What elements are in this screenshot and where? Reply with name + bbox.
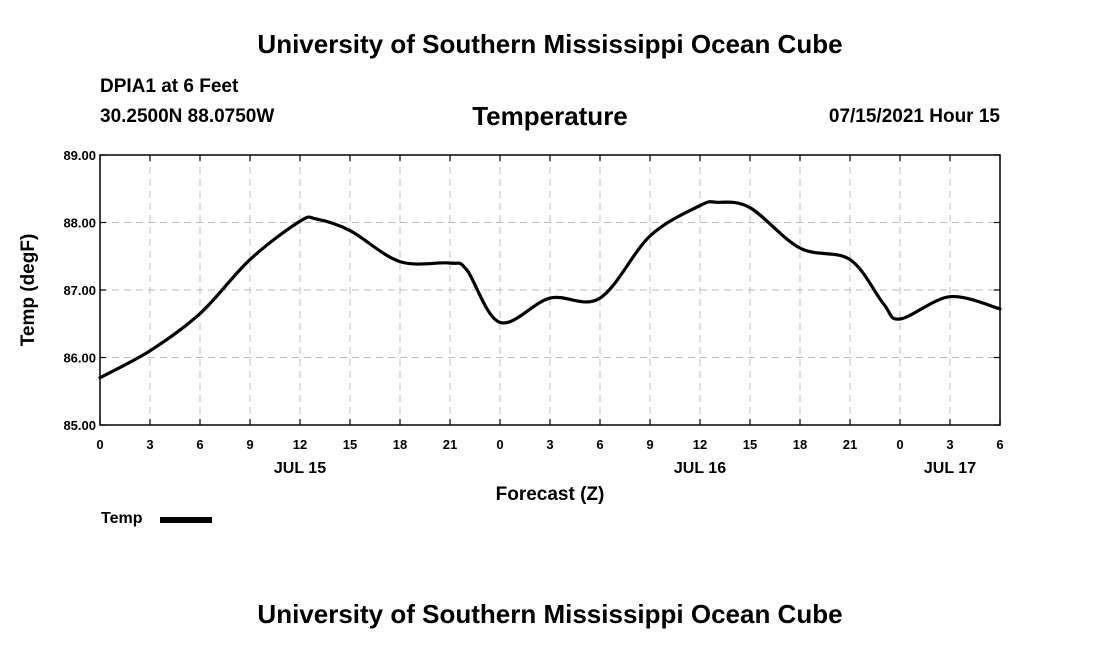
- x-tick-label: 6: [996, 437, 1003, 452]
- y-axis-title: Temp (degF): [18, 234, 39, 347]
- grid: [100, 155, 1000, 425]
- y-tick-label: 87.00: [63, 283, 96, 298]
- x-tick-label: 6: [196, 437, 203, 452]
- x-tick-label: 0: [896, 437, 903, 452]
- ticks: [99, 154, 1001, 426]
- x-tick-label: 0: [496, 437, 503, 452]
- series-line-temp: [98, 200, 1002, 380]
- datetime-label: 07/15/2021 Hour 15: [828, 106, 1000, 127]
- y-tick-label: 86.00: [63, 351, 96, 366]
- x-tick-label: 15: [343, 437, 357, 452]
- date-label: JUL 17: [924, 460, 976, 477]
- x-tick-label: 9: [246, 437, 253, 452]
- x-tick-label: 3: [946, 437, 953, 452]
- x-tick-label: 18: [393, 437, 407, 452]
- x-tick-label: 6: [596, 437, 603, 452]
- x-tick-label: 15: [743, 437, 757, 452]
- x-tick-label: 3: [146, 437, 153, 452]
- station-label: DPIA1 at 6 Feet: [100, 76, 239, 97]
- legend-swatch: [160, 517, 212, 523]
- x-tick-label: 9: [646, 437, 653, 452]
- coordinates-label: 30.2500N 88.0750W: [100, 106, 275, 127]
- date-label: JUL 15: [274, 460, 326, 477]
- x-tick-label: 3: [546, 437, 553, 452]
- x-tick-label: 0: [96, 437, 103, 452]
- y-tick-label: 89.00: [63, 148, 96, 163]
- tick-labels: 0 3 6 9 12 15 18 21 0 3 6 9 12 15 18 21 0 3 6 85.00 86.00 87.…: [63, 148, 1003, 477]
- x-axis-title: Forecast (Z): [496, 484, 605, 505]
- x-tick-label: 21: [843, 437, 857, 452]
- x-tick-label: 18: [793, 437, 807, 452]
- date-label: JUL 16: [674, 460, 726, 477]
- legend-label: Temp: [101, 510, 143, 527]
- bottom-title: University of Southern Mississippi Ocean…: [257, 599, 843, 629]
- x-tick-label: 12: [693, 437, 707, 452]
- top-title: University of Southern Mississippi Ocean…: [257, 29, 843, 59]
- x-tick-label: 21: [443, 437, 457, 452]
- y-tick-label: 88.00: [63, 216, 96, 231]
- y-tick-label: 85.00: [63, 418, 96, 433]
- x-tick-label: 12: [293, 437, 307, 452]
- chart-title: Temperature: [472, 101, 628, 131]
